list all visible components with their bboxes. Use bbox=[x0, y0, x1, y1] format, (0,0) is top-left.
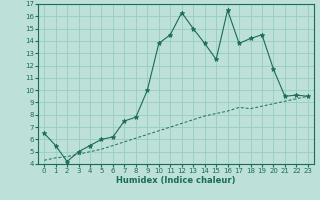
X-axis label: Humidex (Indice chaleur): Humidex (Indice chaleur) bbox=[116, 176, 236, 185]
